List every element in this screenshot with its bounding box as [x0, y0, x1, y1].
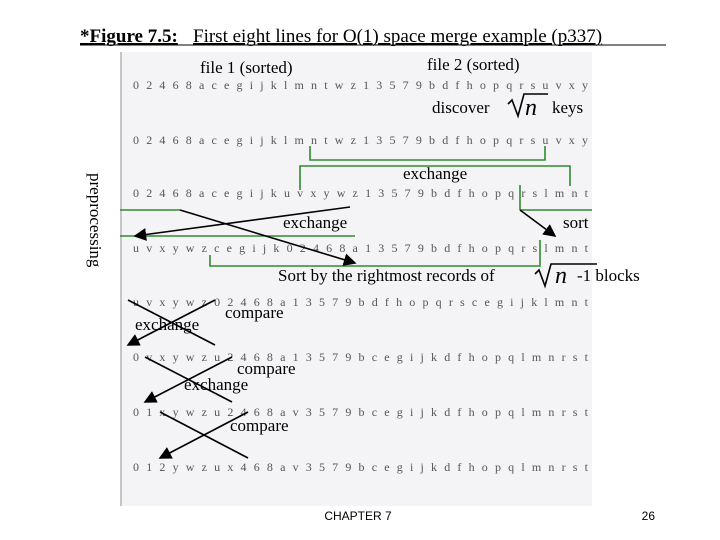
annotation: exchange — [184, 375, 248, 394]
scan-row: 0 2 4 6 8 a c e g i j k l m n t w z 1 3 … — [133, 133, 588, 147]
connectors — [120, 146, 592, 267]
arrow — [179, 209, 357, 266]
annotation: exchange — [283, 213, 347, 232]
annotation: file 1 (sorted) — [200, 58, 293, 77]
annotation: n — [555, 263, 567, 289]
footer-chapter: CHAPTER 7 — [324, 509, 392, 523]
annotation: compare — [230, 416, 289, 435]
annotation: keys — [552, 98, 583, 117]
annotation: Sort by the rightmost records of — [278, 266, 495, 285]
connector — [309, 146, 546, 161]
footer-page: 26 — [642, 509, 656, 523]
arrow — [519, 209, 557, 237]
annotation: file 2 (sorted) — [427, 55, 520, 74]
annotation: sort — [563, 213, 589, 232]
title: First eight lines for O(1) space merge e… — [193, 26, 602, 47]
annotation: -1 blocks — [577, 266, 640, 285]
annotation: discover — [432, 98, 490, 117]
annotation: exchange — [403, 164, 467, 183]
annotation: preprocessing — [86, 173, 105, 268]
connector — [299, 165, 571, 190]
annotation: compare — [225, 303, 284, 322]
scan-background — [120, 52, 592, 506]
arrow — [143, 356, 233, 403]
connector — [209, 240, 541, 267]
annotation: compare — [237, 359, 296, 378]
annotation: n — [525, 95, 537, 121]
arrow — [126, 299, 216, 346]
arrow — [158, 411, 249, 459]
radical — [534, 263, 597, 289]
arrow — [133, 206, 351, 241]
annotation: exchange — [135, 315, 199, 334]
figure-label: *Figure 7.5: — [80, 26, 178, 47]
radical — [507, 93, 548, 119]
scan-row: 0 2 4 6 8 a c e g i j k l m n t w z 1 3 … — [133, 78, 588, 92]
arrows — [126, 206, 557, 459]
